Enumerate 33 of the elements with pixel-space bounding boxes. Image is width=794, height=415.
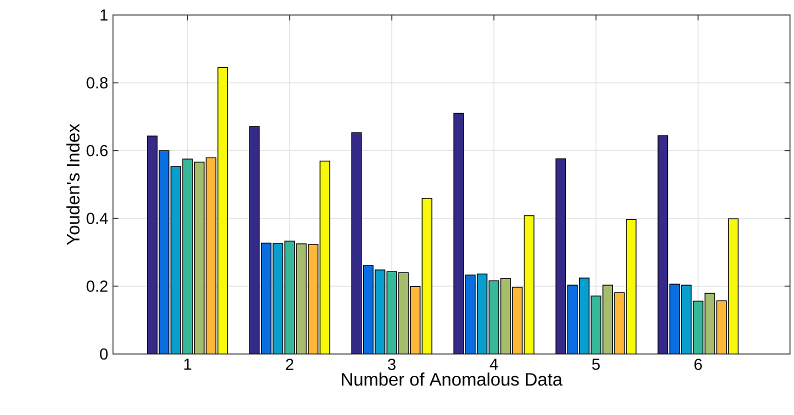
bar	[249, 126, 260, 354]
bar	[308, 244, 318, 354]
bar	[206, 157, 216, 354]
x-tick-label: 2	[286, 358, 294, 370]
x-tick-label: 5	[592, 358, 600, 370]
bar	[567, 284, 578, 354]
x-tick-label: 6	[694, 358, 702, 370]
y-tick-label: 0.8	[86, 77, 108, 88]
x-axis-title: Number of Anomalous Data	[342, 372, 563, 386]
bar	[296, 243, 307, 354]
bar	[704, 292, 716, 354]
bar	[351, 132, 362, 354]
bar	[260, 242, 272, 354]
y-tick-label: 0.4	[86, 212, 108, 224]
y-axis-title: Youden's Index	[66, 124, 80, 246]
bar	[453, 112, 464, 354]
bar	[658, 135, 668, 354]
bar	[158, 150, 170, 354]
x-tick-label: 4	[490, 358, 498, 370]
bar	[614, 292, 625, 354]
bar	[147, 136, 158, 354]
y-tick-label: 0	[100, 348, 108, 360]
y-tick-label: 0.2	[86, 280, 108, 292]
y-tick-label: 1	[100, 10, 108, 21]
bar	[500, 278, 511, 354]
bar	[465, 274, 476, 354]
bar	[398, 272, 409, 354]
x-tick-label: 3	[388, 358, 396, 370]
bar	[669, 284, 680, 354]
x-tick-label: 1	[184, 358, 192, 370]
bar	[716, 300, 727, 354]
bar	[512, 286, 523, 354]
y-tick-label: 0.6	[86, 144, 108, 156]
